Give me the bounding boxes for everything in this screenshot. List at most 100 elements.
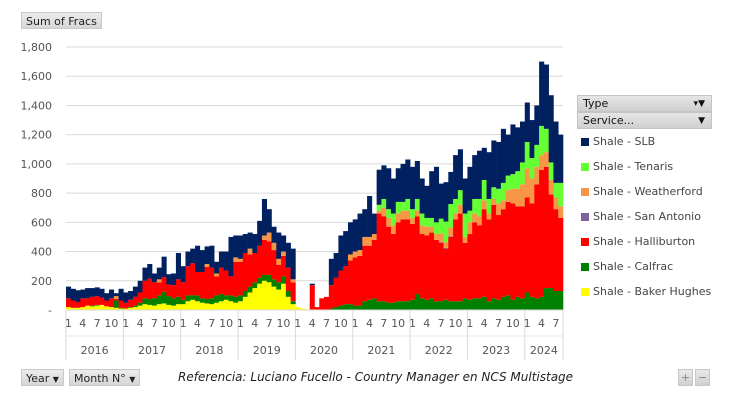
bar-segment (433, 239, 440, 302)
bar-segment (171, 273, 177, 286)
bar-segment (429, 298, 435, 310)
bar-segment (424, 235, 430, 300)
bar-segment (161, 291, 167, 304)
bar-segment (400, 201, 406, 211)
bar-segment (390, 213, 397, 226)
chevron-down-icon[interactable]: ▼ (698, 116, 705, 126)
bar-segment (199, 302, 205, 310)
bar-segment (333, 253, 339, 278)
service-filter[interactable]: Service... ▼ (577, 112, 712, 129)
bar-segment (209, 245, 215, 268)
bar-segment (238, 301, 244, 310)
bar-segment (539, 155, 545, 170)
bar-segment (519, 206, 526, 299)
bar-segment (190, 295, 196, 300)
bar-segment (343, 304, 349, 310)
bar-segment (395, 213, 401, 223)
bar-segment (381, 216, 387, 302)
legend-item: Shale - Halliburton (577, 229, 712, 254)
bar-segment (180, 282, 186, 300)
bar-segment (486, 213, 492, 220)
bar-segment (405, 219, 411, 302)
bar-segment (457, 190, 463, 205)
bar-segment (534, 298, 540, 310)
bar-segment (70, 300, 76, 308)
bar-segment (510, 174, 516, 189)
bar-segment (491, 140, 497, 188)
bar-segment (443, 248, 449, 300)
bar-segment (156, 304, 162, 310)
bar-segment (462, 242, 468, 299)
sum-of-fracs-button[interactable]: Sum of Fracs (21, 12, 102, 29)
bar-segment (419, 225, 425, 235)
year-filter-label: Year (26, 372, 50, 385)
bar-segment (118, 308, 124, 310)
bar-segment (558, 291, 564, 310)
month-tick-label: 1 (466, 317, 473, 330)
year-filter-button[interactable]: Year ▼ (21, 369, 64, 386)
bar-segment (467, 210, 473, 223)
bar-segment (534, 144, 540, 167)
legend-item: Shale - Weatherford (577, 179, 712, 204)
legend-swatch (581, 287, 589, 296)
bar-segment (199, 272, 205, 299)
bar-segment (486, 198, 492, 214)
month-tick-label: 7 (94, 317, 101, 330)
month-tick-label: 4 (423, 317, 430, 330)
bar-segment (166, 274, 172, 285)
bar-segment (543, 128, 549, 153)
legend-swatch (581, 162, 589, 171)
bar-segment (395, 201, 401, 214)
bar-segment (472, 155, 478, 199)
bar-segment (271, 242, 277, 251)
bar-segment (519, 298, 526, 310)
bar-segment (558, 182, 564, 207)
filter-icon[interactable]: ▾▼ (693, 99, 705, 109)
bar-segment (496, 215, 502, 300)
bar-segment (276, 264, 282, 283)
bar-segment (524, 141, 530, 169)
legend-item: Shale - Calfrac (577, 254, 712, 279)
bar-segment (481, 179, 487, 201)
month-filter-button[interactable]: Month N° ▼ (69, 369, 141, 386)
bar-segment (438, 218, 444, 234)
bar-segment (281, 283, 287, 310)
bar-segment (357, 255, 363, 306)
type-filter[interactable]: Type ▾▼ (577, 95, 712, 112)
bar-segment (410, 299, 416, 310)
bar-segment (515, 171, 521, 189)
bar-segment (462, 298, 468, 310)
month-tick-label: 10 (276, 317, 290, 330)
bar-segment (80, 298, 86, 308)
month-tick-label: 10 (162, 317, 176, 330)
legend-swatch (581, 187, 589, 196)
bar-segment (333, 307, 339, 310)
bar-segment (147, 263, 153, 279)
bar-segment (453, 301, 459, 310)
bar-segment (453, 213, 459, 220)
bar-segment (214, 302, 220, 310)
bar-segment (529, 120, 535, 159)
bar-segment (543, 152, 549, 167)
bar-segment (500, 296, 506, 310)
bar-segment (467, 299, 473, 310)
bar-segment (386, 217, 392, 227)
year-label: 2017 (138, 344, 166, 357)
legend-label: Shale - Weatherford (593, 185, 703, 198)
bar-segment (453, 219, 459, 302)
bar-segment (109, 289, 115, 299)
bar-segment (476, 225, 483, 299)
month-tick-label: 4 (481, 317, 488, 330)
bar-segment (281, 276, 287, 284)
bar-segment (448, 204, 454, 228)
bar-segment (276, 258, 282, 265)
bar-segment (276, 282, 282, 290)
month-tick-label: 4 (366, 317, 373, 330)
bar-segment (123, 308, 129, 310)
expand-button[interactable]: + (678, 369, 693, 386)
collapse-button[interactable]: − (695, 369, 710, 386)
bar-segment (132, 296, 138, 306)
bar-segment (400, 210, 406, 220)
bar-segment (386, 209, 392, 218)
